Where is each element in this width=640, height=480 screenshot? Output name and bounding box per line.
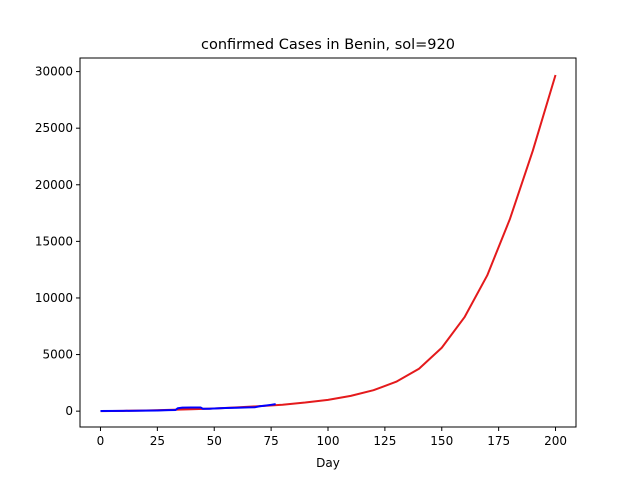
x-tick-label: 150 <box>430 434 453 448</box>
y-tick-label: 30000 <box>35 65 73 79</box>
x-axis-label: Day <box>316 456 340 470</box>
y-tick-label: 5000 <box>42 348 73 362</box>
x-axis: 0 25 50 75 100 125 150 175 200 <box>97 427 567 448</box>
x-tick-label: 100 <box>317 434 340 448</box>
y-tick-label: 0 <box>65 404 73 418</box>
chart-title: confirmed Cases in Benin, sol=920 <box>201 37 455 53</box>
x-tick-label: 200 <box>544 434 567 448</box>
y-tick-label: 10000 <box>35 291 73 305</box>
x-tick-label: 25 <box>150 434 165 448</box>
y-tick-label: 20000 <box>35 178 73 192</box>
x-tick-label: 0 <box>97 434 105 448</box>
x-tick-label: 175 <box>487 434 510 448</box>
plot-area <box>100 74 557 413</box>
y-tick-label: 15000 <box>35 234 73 248</box>
x-tick-label: 125 <box>373 434 396 448</box>
x-tick-label: 50 <box>207 434 222 448</box>
y-tick-label: 25000 <box>35 121 73 135</box>
series-line-2 <box>100 403 276 413</box>
x-tick-label: 75 <box>263 434 278 448</box>
y-axis: 0 5000 10000 15000 20000 25000 30000 <box>35 65 80 418</box>
